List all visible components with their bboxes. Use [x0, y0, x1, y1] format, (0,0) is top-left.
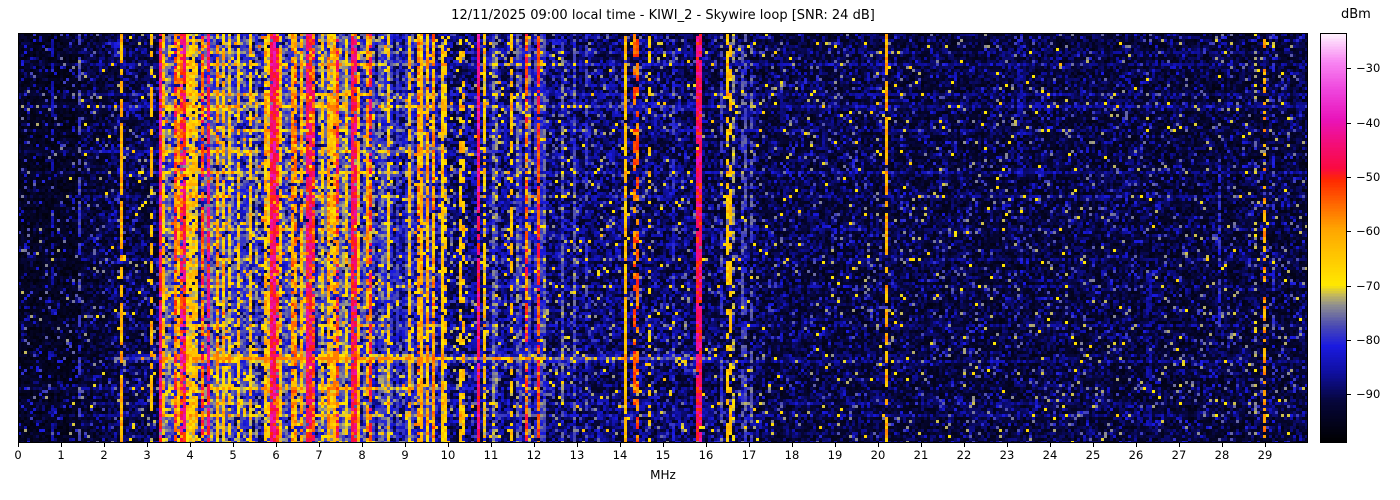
- colorbar-tick-mark: [1347, 176, 1351, 178]
- chart-title: 12/11/2025 09:00 local time - KIWI_2 - S…: [451, 8, 875, 23]
- x-tick-label: 8: [358, 448, 366, 462]
- x-tick-label: 4: [186, 448, 194, 462]
- colorbar-tick-mark: [1347, 339, 1351, 341]
- x-tick-mark: [964, 443, 965, 447]
- x-tick-mark: [491, 443, 492, 447]
- x-tick-label: 14: [612, 448, 628, 462]
- colorbar-tick-mark: [1347, 122, 1351, 124]
- x-tick-label: 11: [483, 448, 499, 462]
- x-tick-label: 29: [1257, 448, 1273, 462]
- x-tick-label: 15: [655, 448, 671, 462]
- x-tick-mark: [405, 443, 406, 447]
- x-tick-label: 23: [999, 448, 1015, 462]
- x-tick-mark: [319, 443, 320, 447]
- x-tick-label: 26: [1128, 448, 1144, 462]
- x-tick-mark: [706, 443, 707, 447]
- x-tick-label: 9: [401, 448, 409, 462]
- x-tick-label: 3: [143, 448, 151, 462]
- colorbar-tick-label: −40: [1356, 115, 1381, 130]
- x-tick-mark: [190, 443, 191, 447]
- colorbar: [1320, 33, 1347, 443]
- x-tick-mark: [362, 443, 363, 447]
- x-tick-mark: [1136, 443, 1137, 447]
- colorbar-tick-mark: [1347, 285, 1351, 287]
- x-tick-label: 13: [569, 448, 585, 462]
- x-tick-mark: [577, 443, 578, 447]
- x-tick-mark: [276, 443, 277, 447]
- x-tick-label: 18: [784, 448, 800, 462]
- x-tick-label: 16: [698, 448, 714, 462]
- x-tick-label: 1: [57, 448, 65, 462]
- x-axis-label: MHz: [650, 468, 676, 482]
- x-tick-label: 12: [526, 448, 542, 462]
- x-tick-mark: [620, 443, 621, 447]
- colorbar-tick-label: −50: [1356, 169, 1381, 184]
- x-tick-label: 20: [870, 448, 886, 462]
- x-tick-mark: [792, 443, 793, 447]
- x-tick-label: 2: [100, 448, 108, 462]
- x-tick-mark: [104, 443, 105, 447]
- x-tick-mark: [663, 443, 664, 447]
- colorbar-tick-label: −80: [1356, 332, 1381, 347]
- x-tick-label: 24: [1042, 448, 1058, 462]
- colorbar-tick-mark: [1347, 68, 1351, 70]
- x-tick-label: 27: [1171, 448, 1187, 462]
- x-tick-mark: [1093, 443, 1094, 447]
- x-tick-label: 6: [272, 448, 280, 462]
- x-tick-label: 0: [14, 448, 22, 462]
- x-tick-label: 17: [741, 448, 757, 462]
- x-tick-mark: [448, 443, 449, 447]
- x-tick-mark: [1265, 443, 1266, 447]
- colorbar-unit-label: dBm: [1341, 7, 1371, 22]
- x-tick-mark: [1007, 443, 1008, 447]
- x-tick-mark: [835, 443, 836, 447]
- colorbar-tick-mark: [1347, 231, 1351, 233]
- x-tick-label: 5: [229, 448, 237, 462]
- x-tick-mark: [878, 443, 879, 447]
- x-tick-mark: [1222, 443, 1223, 447]
- x-tick-label: 25: [1085, 448, 1101, 462]
- x-tick-mark: [147, 443, 148, 447]
- x-tick-mark: [61, 443, 62, 447]
- x-tick-mark: [18, 443, 19, 447]
- colorbar-tick-label: −90: [1356, 387, 1381, 402]
- spectrogram-canvas: [18, 33, 1308, 443]
- x-tick-label: 28: [1214, 448, 1230, 462]
- colorbar-tick-label: −60: [1356, 224, 1381, 239]
- x-tick-mark: [233, 443, 234, 447]
- x-tick-label: 22: [956, 448, 972, 462]
- x-tick-mark: [1050, 443, 1051, 447]
- x-tick-mark: [749, 443, 750, 447]
- x-tick-label: 7: [315, 448, 323, 462]
- x-tick-label: 19: [827, 448, 843, 462]
- colorbar-tick-label: −30: [1356, 61, 1381, 76]
- x-tick-label: 21: [913, 448, 929, 462]
- colorbar-tick-mark: [1347, 394, 1351, 396]
- x-tick-label: 10: [440, 448, 456, 462]
- x-tick-mark: [1179, 443, 1180, 447]
- colorbar-tick-label: −70: [1356, 278, 1381, 293]
- x-tick-mark: [534, 443, 535, 447]
- x-tick-mark: [921, 443, 922, 447]
